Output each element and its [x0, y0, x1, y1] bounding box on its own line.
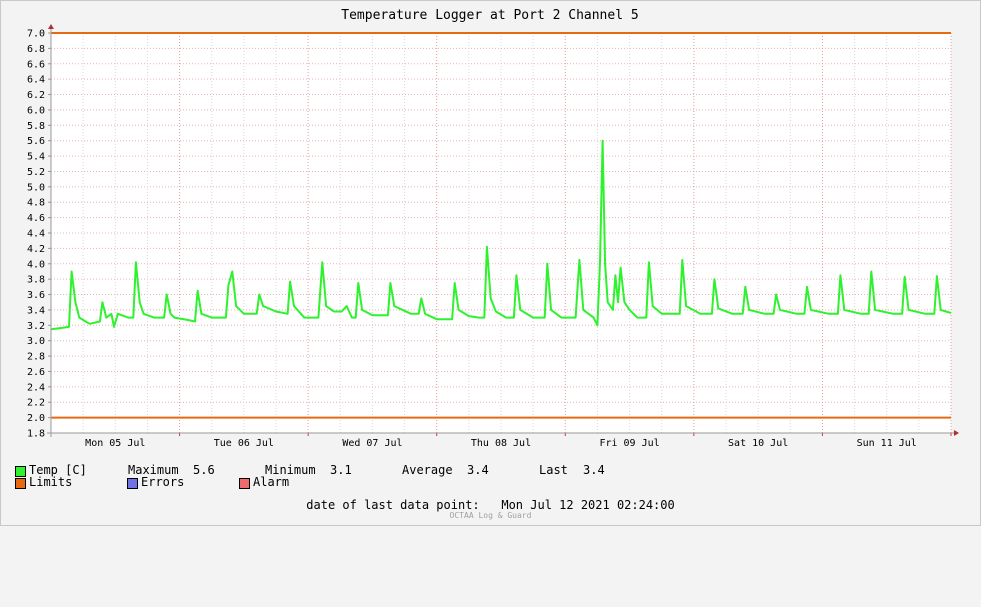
legend-row-stats: Temp [C] Maximum 5.6 Minimum 3.1 Average…: [15, 464, 605, 477]
y-axis-arrow: [48, 24, 54, 29]
y-tick-label: 6.6: [27, 59, 45, 70]
x-tick-label: Thu 08 Jul: [471, 438, 531, 449]
y-tick-label: 5.8: [27, 121, 45, 132]
y-tick-label: 2.8: [27, 352, 45, 363]
y-tick-label: 6.4: [27, 75, 45, 86]
last-data-point-label: date of last data point:: [306, 498, 480, 512]
average-label: Average: [402, 463, 453, 477]
y-tick-label: 3.4: [27, 305, 45, 316]
y-tick-label: 3.8: [27, 275, 45, 286]
temperature-series-line: [50, 139, 952, 331]
y-tick-label: 5.0: [27, 182, 45, 193]
y-tick-label: 1.8: [27, 429, 45, 440]
y-tick-label: 4.4: [27, 229, 45, 240]
y-tick-label: 6.0: [27, 105, 45, 116]
alarm-legend-label: Alarm: [253, 475, 290, 489]
x-tick-label: Mon 05 Jul: [85, 438, 145, 449]
x-tick-label: Sat 10 Jul: [728, 438, 788, 449]
y-tick-label: 4.8: [27, 198, 45, 209]
alarm-swatch: [239, 478, 250, 489]
limits-legend-label: Limits: [29, 475, 73, 489]
y-tick-label: 5.6: [27, 136, 45, 147]
last-data-point: date of last data point: Mon Jul 12 2021…: [0, 498, 981, 512]
y-tick-label: 4.2: [27, 244, 45, 255]
y-tick-label: 2.2: [27, 398, 45, 409]
y-tick-label: 4.0: [27, 259, 45, 270]
y-tick-label: 4.6: [27, 213, 45, 224]
x-tick-label: Fri 09 Jul: [599, 438, 659, 449]
last-data-point-value: Mon Jul 12 2021 02:24:00: [501, 498, 675, 512]
maximum-label: Maximum: [128, 463, 179, 477]
x-tick-label: Wed 07 Jul: [342, 438, 402, 449]
x-axis-arrow: [954, 430, 959, 436]
errors-swatch: [127, 478, 138, 489]
chart-title: Temperature Logger at Port 2 Channel 5: [341, 8, 638, 23]
y-tick-label: 2.4: [27, 382, 45, 393]
y-tick-label: 6.8: [27, 44, 45, 55]
minimum-value: 3.1: [330, 463, 352, 477]
legend-row-markers: Limits Errors Alarm: [15, 476, 289, 489]
maximum-value: 5.6: [193, 463, 215, 477]
y-tick-label: 7.0: [27, 29, 45, 40]
y-tick-label: 6.2: [27, 90, 45, 101]
minimum-label: Minimum: [265, 463, 316, 477]
temp-legend-label: Temp [C]: [29, 463, 87, 477]
y-tick-label: 2.0: [27, 413, 45, 424]
temperature-chart: Temperature Logger at Port 2 Channel 5 1.…: [27, 8, 959, 449]
y-tick-label: 3.6: [27, 290, 45, 301]
x-tick-label: Tue 06 Jul: [214, 438, 274, 449]
temp-swatch: [15, 466, 26, 477]
errors-legend-label: Errors: [141, 475, 185, 489]
y-tick-label: 3.2: [27, 321, 45, 332]
y-tick-label: 5.4: [27, 152, 45, 163]
average-value: 3.4: [467, 463, 489, 477]
credit-text: OCTAA Log & Guard: [449, 511, 532, 520]
x-tick-label: Sun 11 Jul: [857, 438, 917, 449]
last-label: Last: [539, 463, 568, 477]
y-tick-label: 3.0: [27, 336, 45, 347]
y-tick-label: 5.2: [27, 167, 45, 178]
last-value: 3.4: [583, 463, 605, 477]
limits-swatch: [15, 478, 26, 489]
y-tick-label: 2.6: [27, 367, 45, 378]
